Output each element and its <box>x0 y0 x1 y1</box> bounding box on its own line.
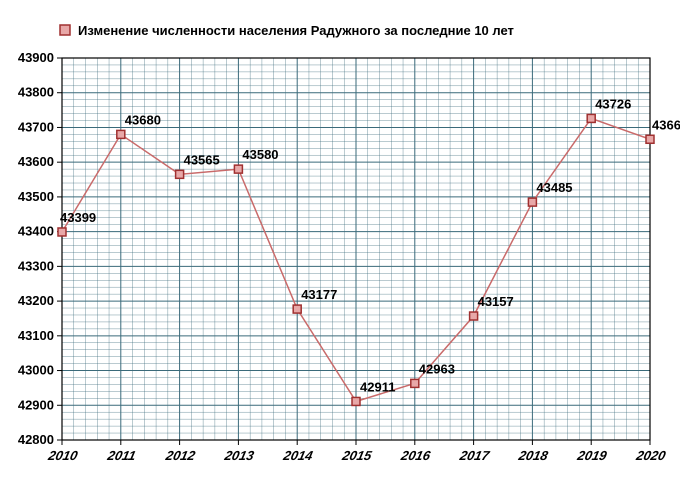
x-tick-label: 2012 <box>164 448 198 463</box>
y-tick-label: 43300 <box>18 258 54 273</box>
x-tick-label: 2018 <box>516 448 550 463</box>
y-tick-label: 43800 <box>18 85 54 100</box>
y-tick-label: 43600 <box>18 154 54 169</box>
x-tick-label: 2020 <box>634 448 668 463</box>
x-axis: 2010 2011 2012 2013 2014 2015 2016 2017 2018 2019… <box>46 440 668 463</box>
x-tick-label: 2011 <box>105 448 137 463</box>
data-label: 43485 <box>536 180 572 195</box>
y-tick-label: 43500 <box>18 189 54 204</box>
x-tick-label: 2010 <box>46 448 80 463</box>
data-label: 43399 <box>60 210 96 225</box>
data-marker <box>176 170 184 178</box>
legend-marker <box>60 25 70 35</box>
data-label: 43177 <box>301 287 337 302</box>
y-tick-label: 42800 <box>18 432 54 447</box>
legend-label: Изменение численности населения Радужног… <box>78 23 514 38</box>
data-marker <box>293 305 301 313</box>
data-label: 43666 <box>652 117 680 132</box>
x-tick-label: 2013 <box>222 448 256 463</box>
y-tick-label: 43100 <box>18 328 54 343</box>
data-marker <box>470 312 478 320</box>
legend: Изменение численности населения Радужног… <box>60 23 514 38</box>
chart-container: 42800 42900 43000 43100 43200 43300 43400 43500… <box>0 0 680 500</box>
y-axis: 42800 42900 43000 43100 43200 43300 43400 43500… <box>18 50 62 447</box>
data-marker <box>352 397 360 405</box>
y-tick-label: 43000 <box>18 363 54 378</box>
data-label: 43680 <box>125 112 161 127</box>
data-marker <box>587 114 595 122</box>
data-label: 43726 <box>595 96 631 111</box>
x-tick-label: 2016 <box>399 448 433 463</box>
x-tick-label: 2014 <box>281 448 315 463</box>
data-marker <box>117 130 125 138</box>
data-points: 43399 43680 43565 43580 43177 42911 42963 43157… <box>58 96 680 405</box>
data-marker <box>646 135 654 143</box>
y-tick-label: 43200 <box>18 293 54 308</box>
data-label: 43157 <box>478 294 514 309</box>
data-marker <box>58 228 66 236</box>
x-tick-label: 2015 <box>340 448 374 463</box>
y-tick-label: 43400 <box>18 224 54 239</box>
y-tick-label: 43700 <box>18 119 54 134</box>
data-label: 43580 <box>242 147 278 162</box>
y-tick-label: 43900 <box>18 50 54 65</box>
data-label: 42911 <box>360 379 395 394</box>
data-marker <box>528 198 536 206</box>
data-label: 43565 <box>184 152 220 167</box>
x-tick-label: 2019 <box>575 448 609 463</box>
x-tick-label: 2017 <box>458 448 492 463</box>
data-marker <box>234 165 242 173</box>
data-label: 42963 <box>419 361 455 376</box>
data-marker <box>411 379 419 387</box>
population-line-chart: 42800 42900 43000 43100 43200 43300 43400 43500… <box>0 0 680 500</box>
y-tick-label: 42900 <box>18 397 54 412</box>
